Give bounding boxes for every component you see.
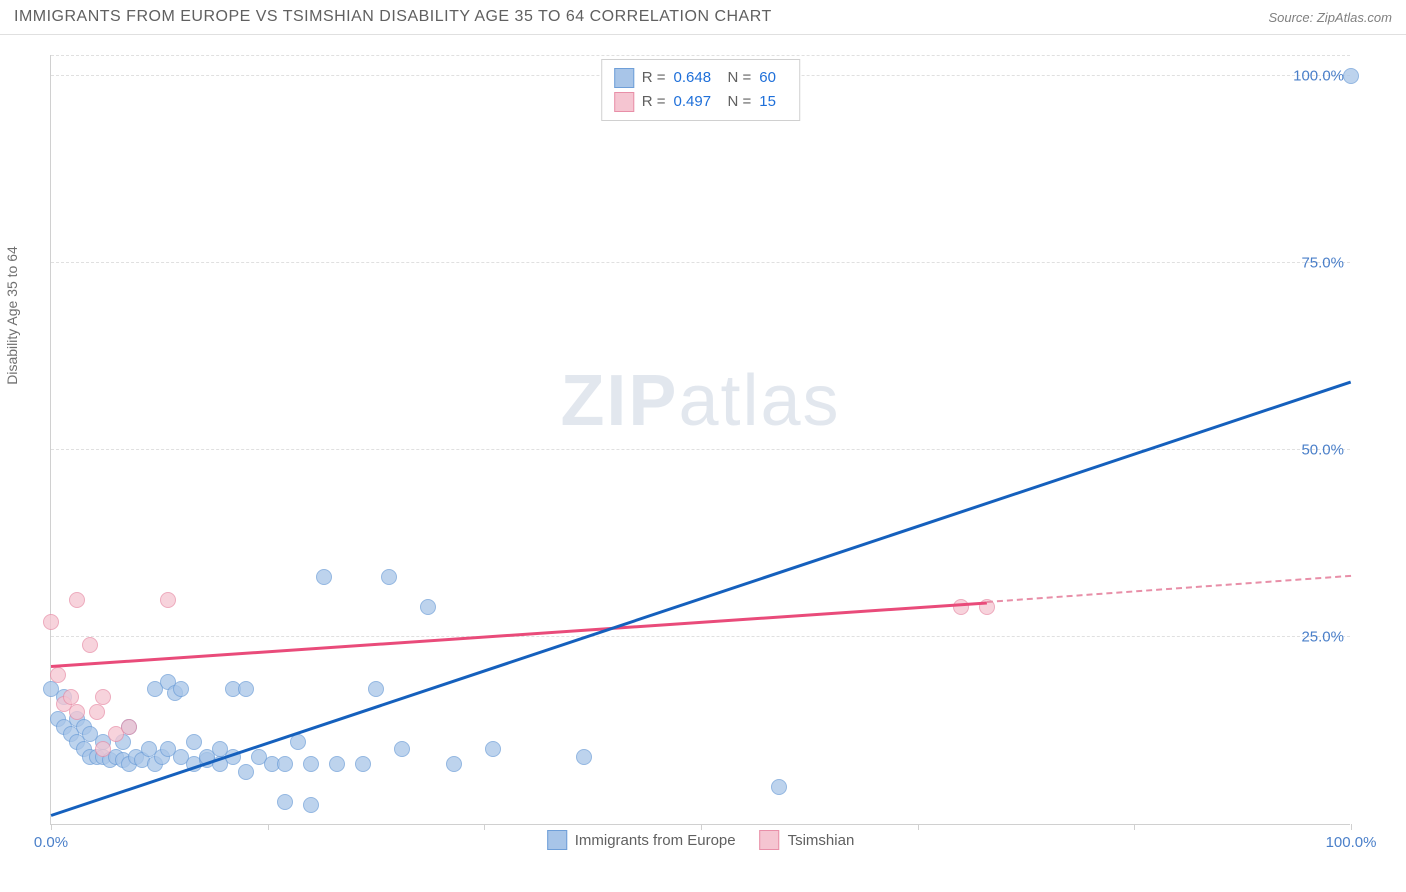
tsimshian-point [95, 689, 111, 705]
n-label: N = [728, 66, 752, 90]
r-value: 0.497 [674, 90, 720, 114]
europe-point [420, 599, 436, 615]
stat-row: R = 0.497 N = 15 [614, 90, 788, 114]
europe-point [771, 779, 787, 795]
europe-point [238, 764, 254, 780]
europe-point [173, 681, 189, 697]
legend-label: Tsimshian [788, 832, 855, 849]
n-label: N = [728, 90, 752, 114]
tsimshian-point [95, 741, 111, 757]
watermark: ZIPatlas [560, 360, 840, 442]
europe-point [238, 681, 254, 697]
r-label: R = [642, 90, 666, 114]
x-tick-label: 100.0% [1326, 834, 1377, 851]
tsimshian-point [953, 599, 969, 615]
europe-point [368, 681, 384, 697]
europe-point [394, 741, 410, 757]
europe-point [186, 734, 202, 750]
legend-item: Immigrants from Europe [547, 830, 736, 850]
tsimshian-point [121, 719, 137, 735]
europe-point [303, 797, 319, 813]
stat-row: R = 0.648 N = 60 [614, 66, 788, 90]
gridline [51, 636, 1350, 637]
europe-point [485, 741, 501, 757]
europe-point [355, 756, 371, 772]
x-tick [484, 824, 485, 830]
tsimshian-point [89, 704, 105, 720]
chart-plot: ZIPatlas 25.0%50.0%75.0%100.0%0.0%100.0%… [50, 55, 1350, 825]
tsimshian-point [69, 704, 85, 720]
chart-source: Source: ZipAtlas.com [1268, 10, 1392, 25]
x-tick [51, 824, 52, 830]
tsimshian-point [82, 637, 98, 653]
r-value: 0.648 [674, 66, 720, 90]
europe-point [329, 756, 345, 772]
x-tick [1134, 824, 1135, 830]
legend-swatch [547, 830, 567, 850]
tsimshian-point [69, 592, 85, 608]
chart-header: IMMIGRANTS FROM EUROPE VS TSIMSHIAN DISA… [0, 0, 1406, 35]
europe-point [316, 569, 332, 585]
tsimshian-point [63, 689, 79, 705]
gridline [51, 55, 1350, 56]
trend-line [51, 381, 1352, 817]
x-tick [1351, 824, 1352, 830]
trend-line [987, 575, 1351, 603]
stat-box: R = 0.648 N = 60 R = 0.497 N = 15 [601, 59, 801, 121]
tsimshian-point [50, 667, 66, 683]
europe-point [277, 794, 293, 810]
x-tick [268, 824, 269, 830]
legend-label: Immigrants from Europe [575, 832, 736, 849]
y-tick-label: 100.0% [1293, 68, 1344, 85]
europe-point [1343, 68, 1359, 84]
y-tick-label: 75.0% [1301, 255, 1344, 272]
tsimshian-point [43, 614, 59, 630]
n-value: 60 [759, 66, 787, 90]
y-tick-label: 25.0% [1301, 629, 1344, 646]
r-label: R = [642, 66, 666, 90]
y-axis-label: Disability Age 35 to 64 [4, 246, 20, 385]
europe-point [576, 749, 592, 765]
y-tick-label: 50.0% [1301, 442, 1344, 459]
europe-point [446, 756, 462, 772]
series-swatch [614, 68, 634, 88]
x-tick [918, 824, 919, 830]
tsimshian-point [160, 592, 176, 608]
legend: Immigrants from Europe Tsimshian [547, 830, 855, 850]
x-tick-label: 0.0% [34, 834, 68, 851]
chart-area: ZIPatlas 25.0%50.0%75.0%100.0%0.0%100.0%… [50, 55, 1350, 825]
europe-point [290, 734, 306, 750]
legend-item: Tsimshian [760, 830, 855, 850]
series-swatch [614, 92, 634, 112]
legend-swatch [760, 830, 780, 850]
gridline [51, 262, 1350, 263]
chart-title: IMMIGRANTS FROM EUROPE VS TSIMSHIAN DISA… [14, 8, 772, 26]
gridline [51, 449, 1350, 450]
europe-point [381, 569, 397, 585]
europe-point [303, 756, 319, 772]
n-value: 15 [759, 90, 787, 114]
europe-point [277, 756, 293, 772]
